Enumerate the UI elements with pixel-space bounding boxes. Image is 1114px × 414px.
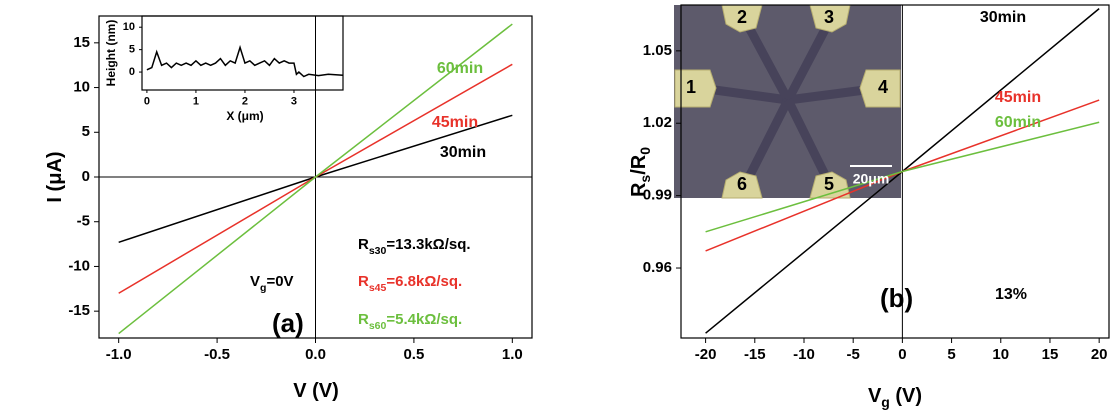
x-tick-label: -10 [793,346,815,363]
text-part: R [358,311,369,328]
text-part: =6.8kΩ/sq. [386,273,462,290]
text-part: R [628,182,650,197]
series-label: 30min [440,144,486,161]
x-tick-label: -0.5 [204,346,230,363]
text-part: V (V) [293,380,339,402]
y-tick-label: -10 [68,257,90,274]
y-tick-label: -15 [68,302,90,319]
x-tick-label: -5 [847,346,860,363]
text-part: (V) [890,385,922,407]
series-label: 45min [432,114,478,131]
subscript: s45 [369,282,387,294]
text-part: =5.4kΩ/sq. [386,311,462,328]
x-tick-label: 20 [1091,346,1108,363]
x-tick-label: 2 [242,96,248,108]
text-part: V [868,385,882,407]
text-part: 13% [995,286,1027,303]
x-tick-label: 0 [898,346,906,363]
pad-label: 2 [737,7,747,27]
text-part: /R [628,154,650,175]
annotation: (b) [880,283,913,313]
series-line [147,47,343,76]
y-tick-label: 5 [129,44,135,56]
x-tick-label: 15 [1042,346,1059,363]
x-tick-label: 1 [193,96,199,108]
x-axis-title: Vg (V) [868,385,922,409]
x-tick-label: -15 [744,346,766,363]
text-part: =13.3kΩ/sq. [386,236,470,253]
subscript: 0 [637,147,653,155]
pad-label: 5 [824,174,834,194]
x-tick-label: 0 [144,96,150,108]
y-tick-label: 10 [123,21,135,33]
x-tick-label: -1.0 [106,346,132,363]
y-tick-label: 15 [73,34,90,51]
subscript: s60 [369,320,387,332]
subscript: s [637,175,653,183]
annotation: Rs45=6.8kΩ/sq. [358,273,462,294]
subscript: s30 [369,245,387,257]
pad-label: 4 [878,77,888,97]
text-part: X (μm) [226,109,263,123]
x-axis-title: X (μm) [226,109,263,123]
y-tick-label: 0.96 [643,259,672,276]
text-part: V [250,273,260,290]
y-tick-label: 1.02 [643,114,672,131]
pad-label: 3 [824,7,834,27]
y-tick-label: 0 [129,66,135,78]
series-label: 45min [995,89,1041,106]
y-tick-label: 10 [73,79,90,96]
text-part: Height (nm) [104,20,118,87]
annotation: Rs60=5.4kΩ/sq. [358,311,462,332]
y-tick-label: 1.05 [643,42,672,59]
text-part: (b) [880,283,913,313]
text-part: (a) [272,308,304,338]
x-tick-label: 5 [947,346,955,363]
y-axis-title: I (μA) [44,151,66,202]
subscript: g [881,394,890,410]
y-axis-title: Rs/R0 [628,147,652,197]
x-tick-label: 3 [291,96,297,108]
annotation: Rs30=13.3kΩ/sq. [358,236,471,257]
x-tick-label: 0.5 [403,346,424,363]
annotation: Vg=0V [250,273,294,294]
x-tick-label: 10 [992,346,1009,363]
figure: -1.0-0.50.00.51.0-15-10-5051015V (V)I (μ… [0,0,1114,414]
scale-bar-label: 20μm [853,171,890,187]
text-part: =0V [266,273,293,290]
micrograph [674,5,901,198]
x-tick-label: -20 [695,346,717,363]
y-tick-label: 5 [82,123,90,140]
pad-label: 6 [737,174,747,194]
pad-label: 1 [686,77,696,97]
annotation: 13% [995,286,1027,303]
text-part: R [358,236,369,253]
x-tick-label: 1.0 [502,346,523,363]
series-label: 30min [980,9,1026,26]
series-label: 60min [995,114,1041,131]
text-part: R [358,273,369,290]
y-axis-title: Height (nm) [104,20,118,87]
annotation: (a) [272,308,304,338]
x-axis-title: V (V) [293,380,339,402]
y-tick-label: 0 [82,168,90,185]
y-tick-label: -5 [77,213,90,230]
x-tick-label: 0.0 [305,346,326,363]
text-part: I (μA) [44,151,66,202]
series-label: 60min [437,60,483,77]
